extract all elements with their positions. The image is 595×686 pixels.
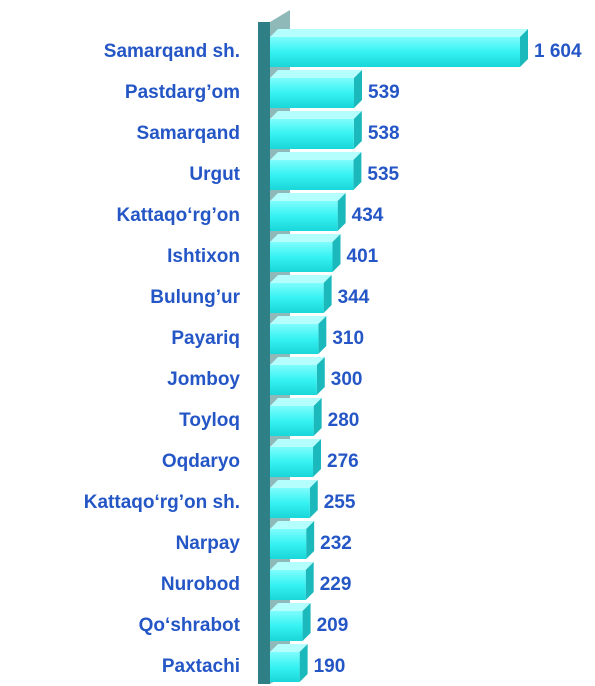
bar-side xyxy=(354,70,363,108)
value-label: 209 xyxy=(317,615,349,636)
bar-top xyxy=(270,316,327,324)
category-label: Jomboy xyxy=(167,369,240,390)
bar-top xyxy=(270,234,341,242)
bar xyxy=(270,611,303,641)
category-label: Pastdarg’om xyxy=(125,82,240,103)
value-label: 535 xyxy=(367,164,399,185)
bar-top xyxy=(270,357,325,365)
category-label: Kattaqo‘rg’on xyxy=(117,205,241,226)
value-label: 434 xyxy=(352,205,384,226)
bar-side xyxy=(309,480,318,518)
category-label: Kattaqo‘rg’on sh. xyxy=(84,492,240,513)
category-label: Toyloq xyxy=(179,410,240,431)
value-label: 344 xyxy=(338,287,370,308)
category-label: Qo‘shrabot xyxy=(139,615,241,636)
bar-top xyxy=(270,29,528,37)
bar-top xyxy=(270,644,308,652)
value-label: 538 xyxy=(368,123,400,144)
bar-top xyxy=(270,603,311,611)
bar-top xyxy=(270,562,314,570)
category-label: Oqdaryo xyxy=(162,451,240,472)
bar xyxy=(270,324,319,354)
bar-top xyxy=(270,275,332,283)
bar-side xyxy=(316,357,325,395)
bar-top xyxy=(270,439,322,447)
bar xyxy=(270,406,314,436)
bar-side xyxy=(332,234,341,272)
value-label: 229 xyxy=(320,574,352,595)
bar-top xyxy=(270,398,322,406)
bar xyxy=(270,119,354,149)
axis-wall xyxy=(258,22,270,684)
category-label: Narpay xyxy=(176,533,241,554)
bar-side xyxy=(302,603,311,641)
bar-top xyxy=(270,152,362,160)
value-label: 255 xyxy=(324,492,356,513)
bar-side xyxy=(305,562,314,600)
bar xyxy=(270,160,354,190)
bar xyxy=(270,529,307,559)
bar xyxy=(270,447,314,477)
category-label: Ishtixon xyxy=(167,246,240,267)
bar-side xyxy=(353,111,362,149)
category-label: Samarqand sh. xyxy=(104,41,240,62)
value-label: 1 604 xyxy=(534,41,582,62)
bar-side xyxy=(313,398,322,436)
bar xyxy=(270,365,317,395)
bar-side xyxy=(306,521,315,559)
bar-side xyxy=(299,644,308,682)
value-label: 539 xyxy=(368,82,400,103)
value-label: 310 xyxy=(332,328,364,349)
bar-top xyxy=(270,521,315,529)
bar-top xyxy=(270,111,362,119)
bar-side xyxy=(323,275,332,313)
category-label: Paxtachi xyxy=(162,656,240,677)
bar-top xyxy=(270,480,318,488)
bar-side xyxy=(318,316,327,354)
bar-side xyxy=(520,29,528,67)
bar xyxy=(270,37,520,67)
bar-top xyxy=(270,193,346,201)
category-label: Urgut xyxy=(189,164,240,185)
bar xyxy=(270,78,355,108)
bar-top xyxy=(270,70,363,78)
bar xyxy=(270,570,306,600)
category-label: Payariq xyxy=(171,328,240,349)
bar xyxy=(270,201,338,231)
bar xyxy=(270,652,300,682)
bar-side xyxy=(313,439,322,477)
bar-side xyxy=(353,152,362,190)
bar-side xyxy=(337,193,346,231)
value-label: 280 xyxy=(328,410,360,431)
category-label: Samarqand xyxy=(137,123,240,144)
bar xyxy=(270,283,324,313)
value-label: 190 xyxy=(314,656,346,677)
bar xyxy=(270,242,333,272)
value-label: 401 xyxy=(347,246,379,267)
category-label: Bulung’ur xyxy=(150,287,240,308)
value-label: 300 xyxy=(331,369,363,390)
category-label: Nurobod xyxy=(161,574,240,595)
bar xyxy=(270,488,310,518)
value-label: 232 xyxy=(320,533,352,554)
value-label: 276 xyxy=(327,451,359,472)
